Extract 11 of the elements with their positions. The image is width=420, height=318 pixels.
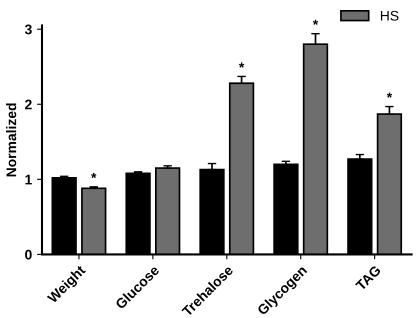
annotation: * bbox=[238, 62, 244, 68]
y-tick-label: 0 bbox=[25, 250, 32, 260]
annotation: * bbox=[386, 92, 392, 98]
y-axis-title: Normalized bbox=[6, 103, 16, 176]
legend-label: HS bbox=[380, 10, 398, 21]
x-tick-label: TAG bbox=[355, 264, 382, 292]
y-tick-label: 1 bbox=[25, 174, 32, 184]
y-tick-label: 2 bbox=[25, 100, 32, 110]
annotation: * bbox=[91, 172, 96, 178]
annotation: * bbox=[312, 20, 318, 25]
y-tick-label: 3 bbox=[24, 24, 32, 34]
